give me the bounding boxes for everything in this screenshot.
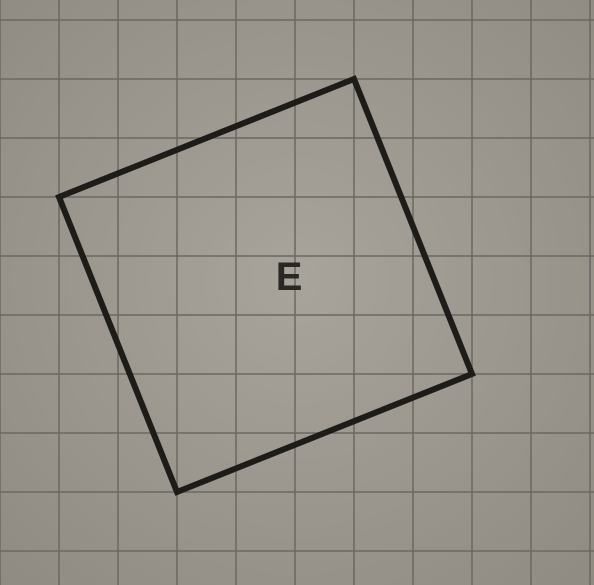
shape-label: E	[276, 255, 303, 299]
grid-diagram-svg: E	[0, 0, 594, 585]
diagram-stage: E	[0, 0, 594, 585]
